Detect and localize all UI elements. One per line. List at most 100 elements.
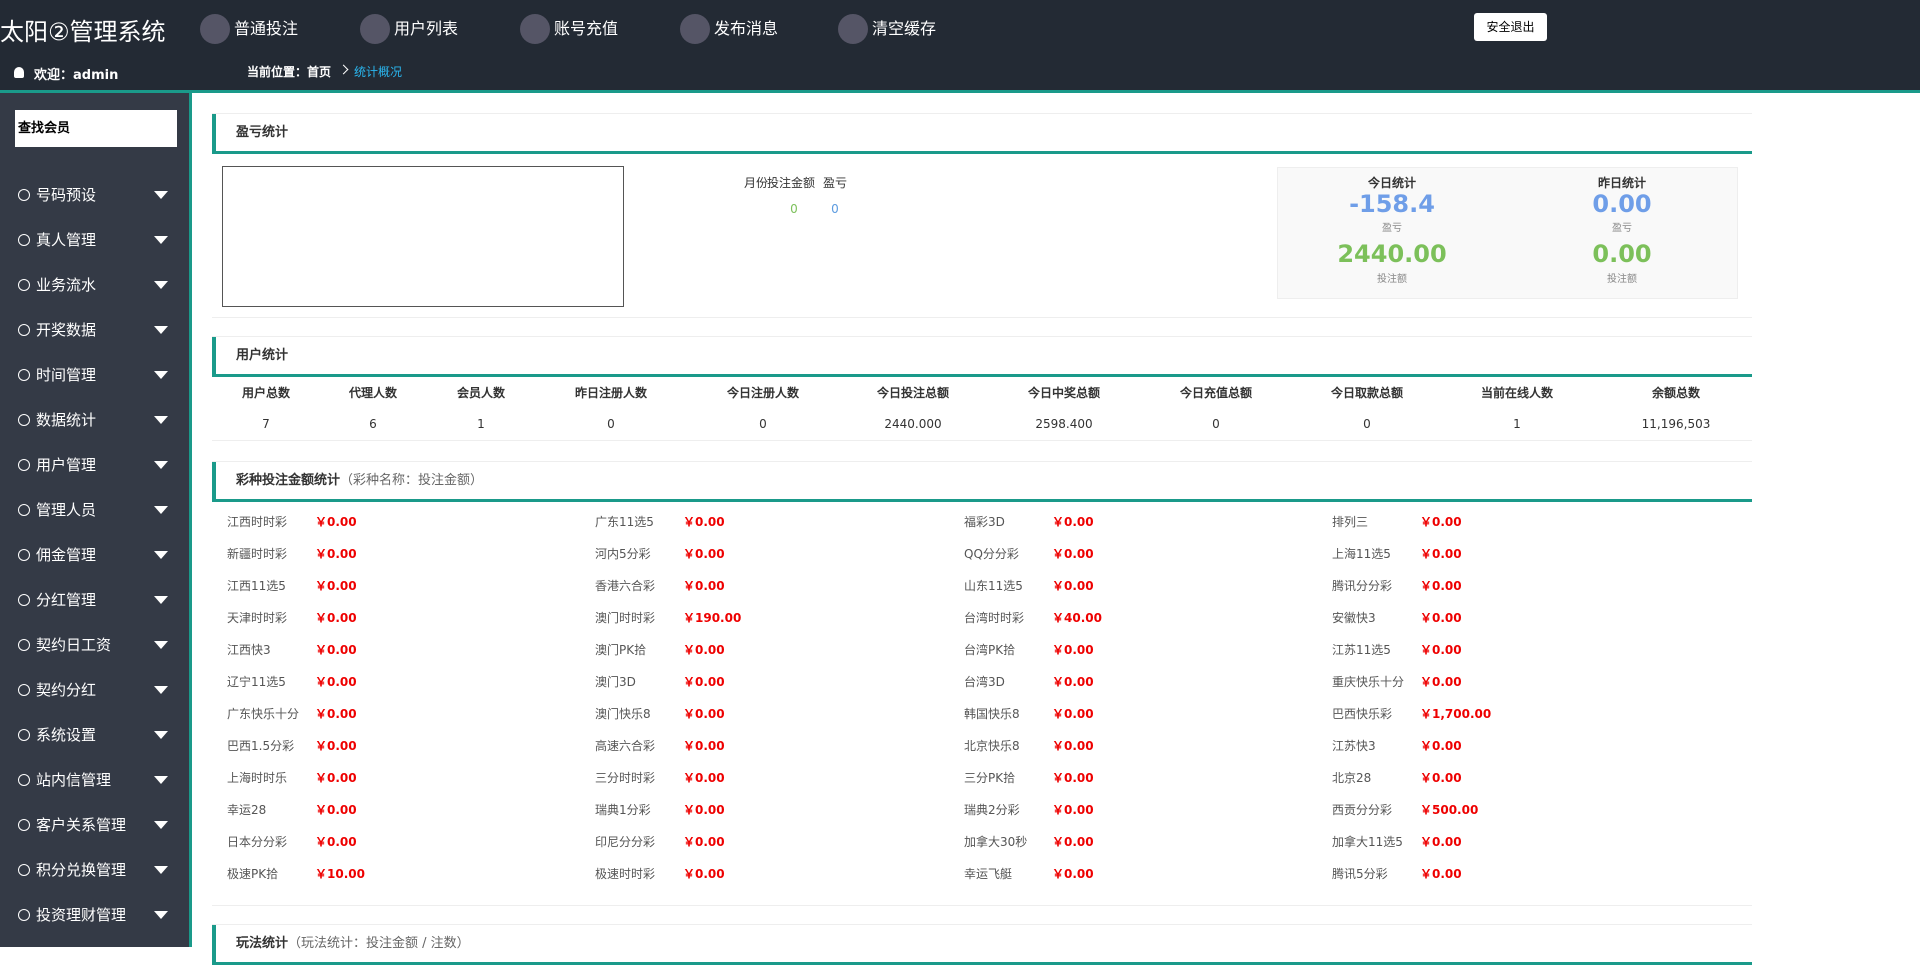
menu-item[interactable]: 真人管理 — [18, 225, 168, 255]
lottery-amount: ￥0.00 — [315, 707, 357, 721]
lottery-amount: ￥0.00 — [315, 547, 357, 561]
lottery-amount: ￥0.00 — [315, 515, 357, 529]
menu-item[interactable]: 契约分红 — [18, 675, 168, 705]
lottery-name: 澳门快乐8 — [595, 707, 651, 721]
lottery-name: 重庆快乐十分 — [1332, 675, 1405, 689]
menu-item[interactable]: 分红管理 — [18, 585, 168, 615]
lottery-amount: ￥0.00 — [683, 579, 725, 593]
table-value: 7 — [262, 417, 270, 431]
lottery-name: 台湾PK拾 — [964, 643, 1016, 657]
app-title: 太阳②管理系统 — [0, 18, 166, 46]
lottery-amount: ￥0.00 — [315, 675, 357, 689]
menu-item[interactable]: 积分兑换管理 — [18, 855, 168, 885]
lottery-name: 巴西1.5分彩 — [227, 739, 295, 753]
lottery-amount: ￥40.00 — [1052, 611, 1102, 625]
table-header: 代理人数 — [348, 386, 398, 400]
menu-item[interactable]: 佣金管理 — [18, 540, 168, 570]
nav-label: 普通投注 — [234, 19, 299, 38]
lottery-name: 巴西快乐彩 — [1332, 707, 1393, 721]
lottery-amount: ￥0.00 — [1052, 835, 1094, 849]
stats-title: 昨日统计 — [1597, 176, 1647, 190]
nav-item[interactable]: 账号充值 — [520, 14, 618, 44]
bet-value: 2440.00 — [1337, 240, 1447, 268]
lottery-amount: ￥0.00 — [1420, 771, 1462, 785]
lottery-amount: ￥0.00 — [315, 771, 357, 785]
menu-item[interactable]: 业务流水 — [18, 270, 168, 300]
lottery-name: 江苏快3 — [1332, 739, 1376, 753]
lottery-name: 澳门PK拾 — [595, 643, 647, 657]
lottery-amount: ￥0.00 — [1052, 803, 1094, 817]
nav-icon — [680, 14, 710, 44]
lottery-amount: ￥0.00 — [683, 771, 725, 785]
lottery-name: 三分PK拾 — [964, 771, 1016, 785]
lottery-name: 瑞典2分彩 — [964, 803, 1020, 817]
nav-label: 用户列表 — [394, 19, 459, 38]
table-value: 2598.400 — [1035, 417, 1093, 431]
nav-item[interactable]: 清空缓存 — [838, 14, 936, 44]
table-value: 0 — [759, 417, 767, 431]
bet-label: 投注额 — [1377, 274, 1407, 285]
lottery-amount: ￥0.00 — [683, 867, 725, 881]
lottery-name: 排列三 — [1332, 515, 1369, 529]
menu-item[interactable]: 数据统计 — [18, 405, 168, 435]
lottery-name: 河内5分彩 — [595, 547, 651, 561]
table-value: 0 — [1363, 417, 1371, 431]
logout-button[interactable]: 安全退出 — [1474, 13, 1547, 41]
menu-item[interactable]: 客户关系管理 — [18, 810, 168, 840]
top-bar: 太阳②管理系统 普通投注 用户列表 账号充值 发布消息 清空缓存 安全退出 欢迎：admin 当… — [0, 0, 1920, 93]
nav-label: 发布消息 — [714, 19, 779, 38]
table-header: 余额总数 — [1651, 386, 1701, 400]
lottery-name: 澳门时时彩 — [595, 611, 656, 625]
table-value: 0 — [607, 417, 615, 431]
lottery-amount: ￥0.00 — [1052, 579, 1094, 593]
lottery-name: 瑞典1分彩 — [595, 803, 651, 817]
menu-item[interactable]: 契约日工资 — [18, 630, 168, 660]
menu-item[interactable]: 号码预设 — [18, 180, 168, 210]
nav-icon — [520, 14, 550, 44]
lottery-amount: ￥0.00 — [683, 515, 725, 529]
menu-item[interactable]: 投资理财管理 — [18, 900, 168, 930]
lottery-name: 上海时时乐 — [227, 771, 288, 785]
profit-value: 0.00 — [1592, 190, 1652, 218]
nav-item[interactable]: 普通投注 — [200, 14, 298, 44]
lottery-name: 香港六合彩 — [595, 579, 656, 593]
lottery-name: 幸运飞艇 — [964, 867, 1013, 881]
nav-item[interactable]: 用户列表 — [360, 14, 458, 44]
lottery-name: 江苏11选5 — [1332, 643, 1391, 657]
lottery-name: 韩国快乐8 — [964, 707, 1020, 721]
table-value: 2440.000 — [884, 417, 942, 431]
lottery-amount: ￥0.00 — [1420, 835, 1462, 849]
table-value: 1 — [477, 417, 485, 431]
breadcrumb-home[interactable]: 首页 — [307, 65, 332, 79]
panel-subtitle: （彩种名称：投注金额） — [340, 473, 484, 488]
menu-item[interactable]: 时间管理 — [18, 360, 168, 390]
breadcrumb-label: 当前位置： — [247, 65, 308, 79]
lottery-amount: ￥0.00 — [315, 835, 357, 849]
table-value: 0 — [1212, 417, 1220, 431]
menu-item[interactable]: 用户管理 — [18, 450, 168, 480]
lottery-amount: ￥0.00 — [1420, 675, 1462, 689]
menu-item[interactable]: 站内信管理 — [18, 765, 168, 795]
lottery-amount: ￥0.00 — [1052, 515, 1094, 529]
lottery-name: 江西快3 — [227, 643, 271, 657]
table-value: 0 — [790, 202, 798, 216]
nav-item[interactable]: 发布消息 — [680, 14, 778, 44]
lottery-amount: ￥0.00 — [1052, 867, 1094, 881]
table-header: 会员人数 — [456, 386, 506, 400]
play-panel: 玩法统计（玩法统计：投注金额 / 注数） — [212, 924, 1752, 965]
table-header: 今日充值总额 — [1179, 386, 1253, 400]
lottery-name: 上海11选5 — [1332, 547, 1391, 561]
menu-item[interactable]: 系统设置 — [18, 720, 168, 750]
menu-item[interactable]: 开奖数据 — [18, 315, 168, 345]
lottery-name: 辽宁11选5 — [227, 675, 286, 689]
search-member[interactable]: 查找会员 — [15, 110, 177, 147]
bet-label: 投注额 — [1607, 274, 1637, 285]
nav-icon — [838, 14, 868, 44]
lottery-amount: ￥500.00 — [1420, 803, 1479, 817]
menu-item[interactable]: 管理人员 — [18, 495, 168, 525]
lottery-amount: ￥0.00 — [683, 803, 725, 817]
table-header: 用户总数 — [241, 386, 291, 400]
panel-subtitle: （玩法统计：投注金额 / 注数） — [288, 936, 470, 951]
lottery-name: 极速时时彩 — [595, 867, 656, 881]
profit-label: 盈亏 — [1612, 223, 1632, 234]
